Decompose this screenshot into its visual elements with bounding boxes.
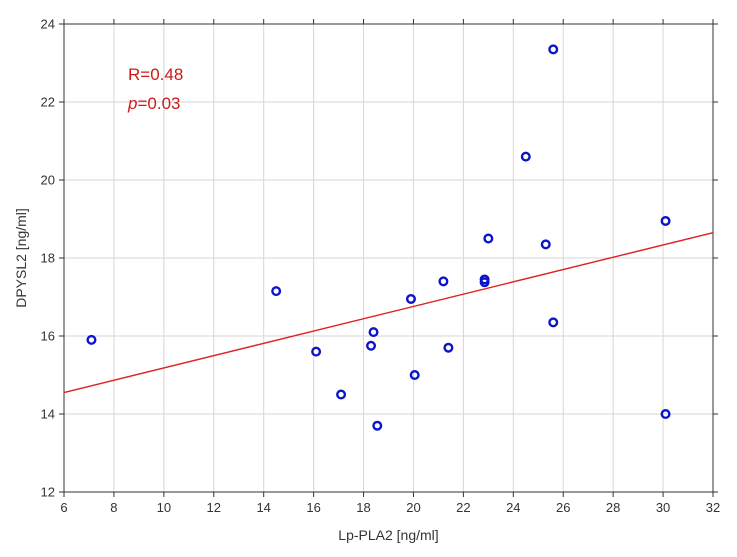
- x-tick-label: 8: [110, 500, 117, 515]
- data-point: [405, 293, 416, 304]
- p-value: =0.03: [137, 94, 180, 113]
- data-point: [368, 327, 379, 338]
- x-tick-label: 22: [456, 500, 470, 515]
- data-point: [366, 340, 377, 351]
- y-tick-label: 24: [41, 17, 55, 32]
- data-points: [86, 44, 671, 431]
- x-tick-label: 10: [157, 500, 171, 515]
- data-point: [660, 409, 671, 420]
- x-tick-label: 14: [256, 500, 270, 515]
- x-tick-label: 16: [306, 500, 320, 515]
- data-point: [438, 276, 449, 287]
- x-tick-label: 12: [207, 500, 221, 515]
- x-tick-label: 32: [706, 500, 720, 515]
- data-point: [311, 346, 322, 357]
- y-tick-label: 12: [41, 485, 55, 500]
- y-tick-label: 18: [41, 251, 55, 266]
- x-tick-label: 26: [556, 500, 570, 515]
- x-tick-label: 18: [356, 500, 370, 515]
- x-tick-label: 30: [656, 500, 670, 515]
- regression-line: [63, 231, 714, 394]
- x-axis: 6 8 10 12 14 16 18 20 22 24 26 28 30 32: [60, 19, 720, 515]
- y-tick-label: 20: [41, 173, 55, 188]
- data-point: [443, 342, 454, 353]
- x-tick-label: 24: [506, 500, 520, 515]
- x-tick-label: 6: [60, 500, 67, 515]
- p-value-label: p=0.03: [127, 94, 180, 113]
- data-point: [520, 151, 531, 162]
- x-tick-label: 20: [406, 500, 420, 515]
- data-point: [372, 420, 383, 431]
- data-point: [336, 389, 347, 400]
- correlation-r-label: R=0.48: [128, 65, 183, 84]
- y-tick-label: 14: [41, 407, 55, 422]
- data-point: [483, 233, 494, 244]
- y-tick-label: 22: [41, 95, 55, 110]
- data-point: [86, 334, 97, 345]
- x-tick-label: 28: [606, 500, 620, 515]
- p-symbol: p: [127, 94, 137, 113]
- data-point: [548, 44, 559, 55]
- data-point: [479, 277, 490, 288]
- data-point: [271, 286, 282, 297]
- data-point: [540, 239, 551, 250]
- data-point: [409, 370, 420, 381]
- grid: [64, 24, 713, 492]
- data-point: [548, 317, 559, 328]
- data-point: [660, 215, 671, 226]
- x-axis-title: Lp-PLA2 [ng/ml]: [338, 527, 438, 543]
- y-axis-title: DPYSL2 [ng/ml]: [13, 208, 29, 308]
- y-axis: 12 14 16 18 20 22 24: [41, 17, 718, 500]
- y-tick-label: 16: [41, 329, 55, 344]
